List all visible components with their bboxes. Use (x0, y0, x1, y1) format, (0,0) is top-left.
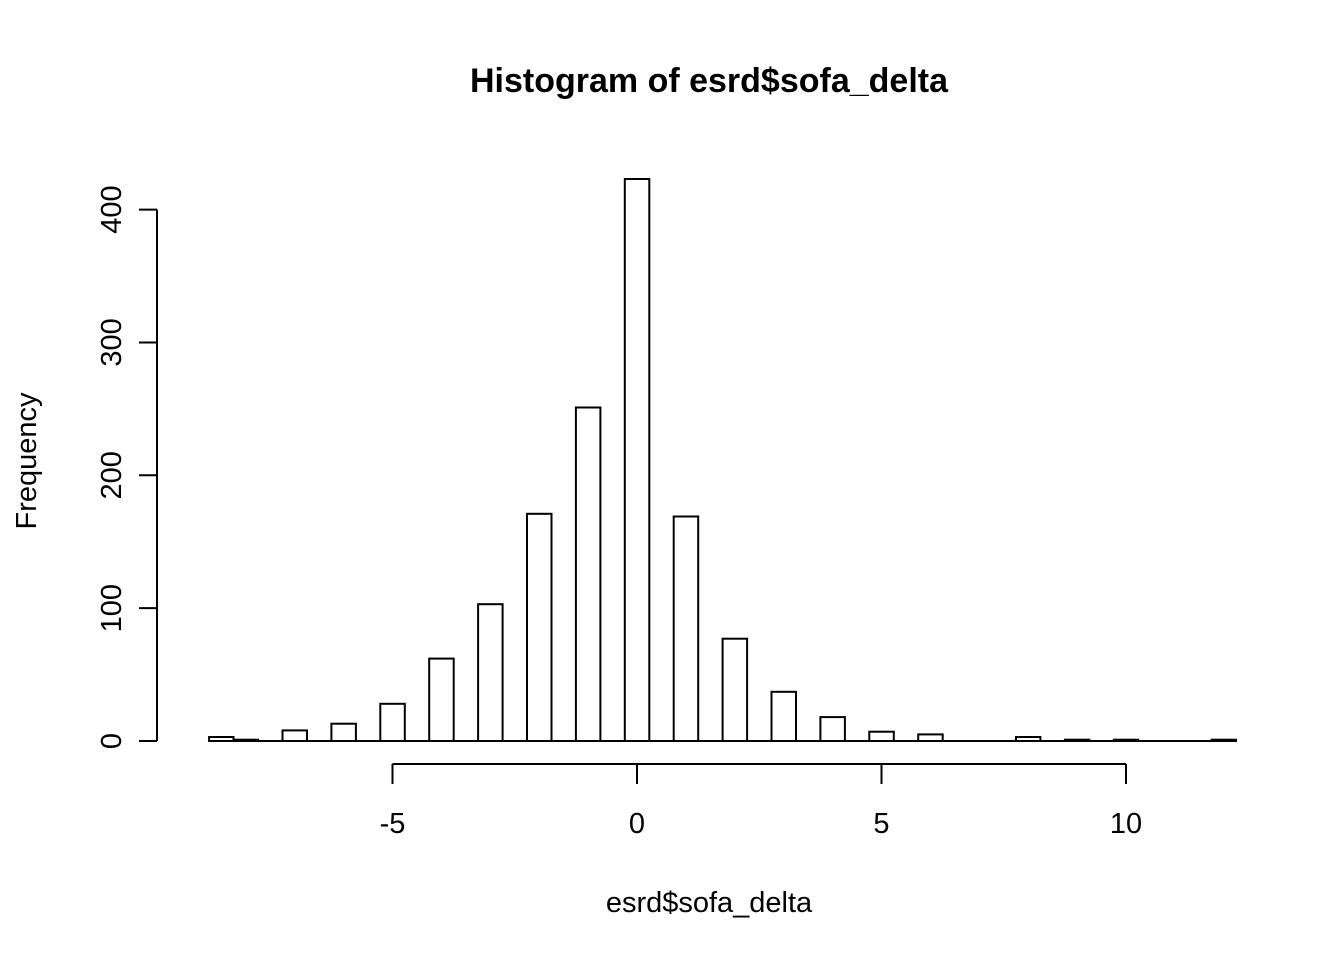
y-tick-label: 0 (96, 733, 128, 749)
y-tick-label: 100 (96, 584, 128, 632)
histogram-bar (623, 178, 651, 742)
y-tick-label: 200 (96, 451, 128, 499)
x-axis-label: esrd$sofa_delta (606, 887, 813, 919)
x-tick-label: 10 (1110, 808, 1142, 840)
histogram-bar (526, 512, 553, 742)
histogram-bar (379, 702, 406, 742)
x-axis: -5 0 5 10 (380, 763, 1142, 840)
y-tick-label: 300 (96, 318, 128, 366)
histogram-bar (770, 690, 797, 742)
histogram-bar (574, 406, 602, 742)
histogram-bar (330, 722, 357, 743)
histogram-bar (477, 603, 504, 743)
y-axis: 0 100 200 300 400 (96, 185, 158, 749)
histogram-bar (672, 515, 700, 742)
histogram-bar (721, 637, 749, 743)
bars-group (208, 178, 1237, 743)
chart-title: Histogram of esrd$sofa_delta (470, 62, 949, 100)
histogram-bar (428, 657, 455, 742)
x-tick-label: 5 (873, 808, 889, 840)
y-axis-label: Frequency (11, 392, 43, 530)
y-tick-label: 400 (96, 185, 128, 233)
histogram-bar (819, 716, 846, 742)
histogram-bar (868, 730, 895, 743)
x-tick-label: -5 (380, 808, 406, 840)
x-tick-label: 0 (629, 808, 645, 840)
histogram-bar (281, 729, 308, 743)
